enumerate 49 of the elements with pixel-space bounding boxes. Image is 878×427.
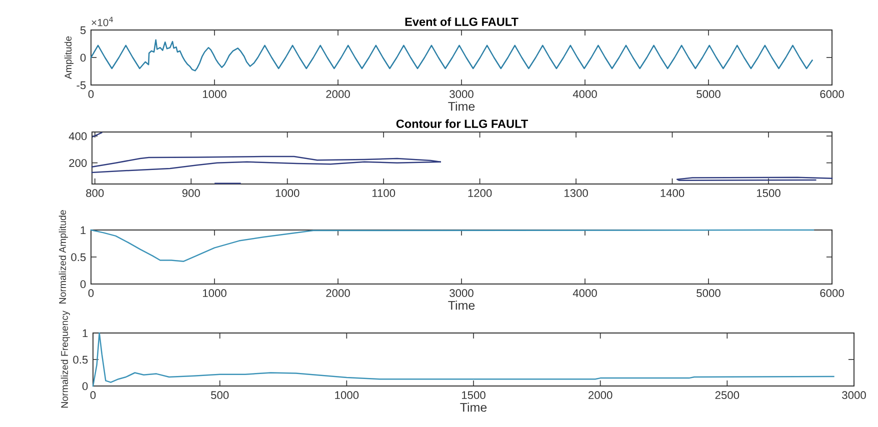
x-tick-label: 2000 xyxy=(326,289,350,298)
y-axis-title: Normalized Amplitude xyxy=(58,210,68,304)
x-tick-label: 1300 xyxy=(564,189,588,198)
y-axis-title: Normalized Frequency xyxy=(60,310,70,408)
y-tick-label: 1 xyxy=(80,226,86,234)
x-tick-label: 3000 xyxy=(450,90,474,98)
x-tick-label: 1000 xyxy=(276,189,300,198)
x-axis-title: Time xyxy=(448,300,475,310)
x-tick-label: 5000 xyxy=(696,90,720,98)
x-tick-label: 0 xyxy=(88,289,94,298)
y-tick-label: 0.5 xyxy=(71,253,86,262)
y-tick-label: 200 xyxy=(69,159,87,167)
y-tick-label: -5 xyxy=(76,81,86,90)
x-tick-label: 500 xyxy=(211,391,229,400)
x-tick-label: 6000 xyxy=(820,289,844,298)
x-tick-label: 1500 xyxy=(756,189,780,198)
y-tick-label: 400 xyxy=(68,132,87,140)
y-tick-label: 5 xyxy=(80,26,86,34)
chart-title: Contour for LLG FAULT xyxy=(396,119,528,128)
y-tick-label: 0 xyxy=(80,54,86,62)
text: ×10$^{4}$ xyxy=(92,16,113,26)
x-tick-label: 900 xyxy=(182,189,200,198)
y-tick-label: 0.5 xyxy=(73,356,88,364)
x-tick-label: 0 xyxy=(90,391,96,400)
x-tick-label: 1200 xyxy=(468,189,492,198)
x-tick-label: 1400 xyxy=(660,189,684,198)
x-tick-label: 1500 xyxy=(462,391,486,400)
x-tick-label: 0 xyxy=(88,90,94,98)
chart-title: Event of LLG FAULT xyxy=(405,17,518,26)
x-tick-label: 1000 xyxy=(202,289,226,298)
x-tick-label: 1000 xyxy=(202,90,226,98)
y-tick-label: 0 xyxy=(82,382,88,390)
x-tick-label: 4000 xyxy=(572,90,597,98)
x-axis-title: Time xyxy=(448,102,475,111)
x-tick-label: 800 xyxy=(86,189,104,198)
x-tick-label: 6000 xyxy=(820,90,844,98)
y-tick-label: 0 xyxy=(80,280,86,288)
x-tick-label: 5000 xyxy=(696,289,720,298)
x-tick-label: 1100 xyxy=(372,189,396,198)
y-tick-label: 1 xyxy=(82,329,88,338)
x-axis-title: Time xyxy=(460,402,487,412)
x-tick-label: 2500 xyxy=(715,391,740,400)
x-tick-label: 2000 xyxy=(588,391,612,400)
x-tick-label: 2000 xyxy=(326,90,350,98)
x-tick-label: 4000 xyxy=(572,289,597,298)
x-tick-label: 3000 xyxy=(450,289,474,298)
y-axis-title: Amplitude xyxy=(64,36,74,80)
x-tick-label: 1000 xyxy=(335,391,359,400)
x-tick-label: 3000 xyxy=(842,391,866,400)
